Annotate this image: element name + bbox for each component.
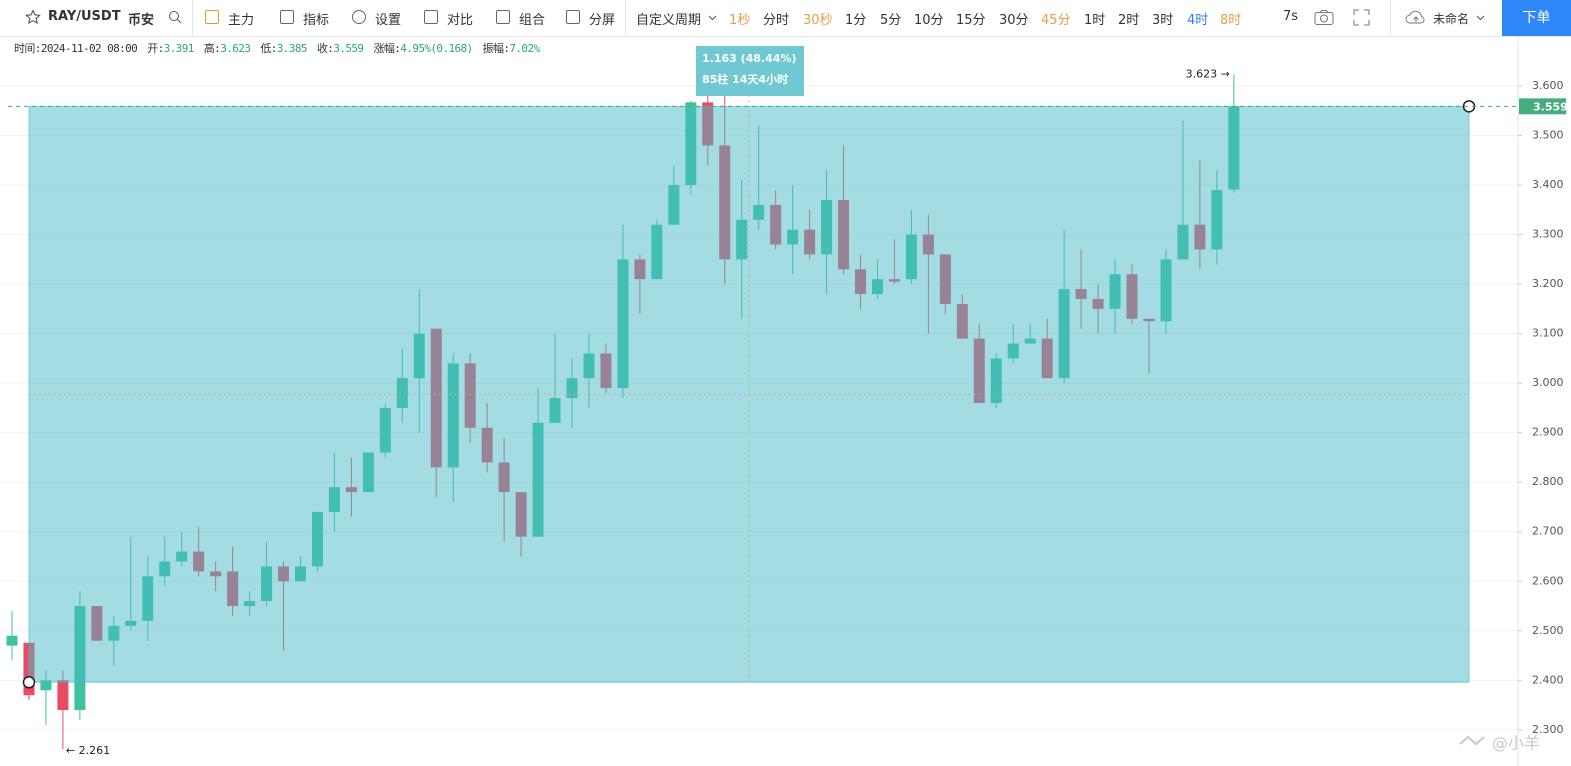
info-label: 时间: [14, 42, 41, 55]
layout-name[interactable]: 未命名 [1433, 12, 1470, 26]
high-label: 3.623 → [1186, 68, 1230, 81]
camera-icon[interactable] [1314, 9, 1334, 26]
y-tick-label: 3.600 [1532, 79, 1564, 92]
tool-icon [280, 10, 294, 24]
tool-icon [424, 10, 438, 24]
y-tick-label: 2.700 [1532, 525, 1564, 538]
y-tick-label: 3.100 [1532, 327, 1564, 340]
fullscreen-icon[interactable] [1353, 9, 1370, 26]
info-label: 开: [147, 42, 164, 55]
y-tick-label: 2.300 [1532, 723, 1564, 736]
symbol[interactable]: RAY/USDT [48, 9, 121, 24]
tool-icon [566, 10, 580, 24]
info-value: 7.02% [509, 42, 540, 55]
y-tick-label: 2.500 [1532, 624, 1564, 637]
period[interactable]: 5分 [880, 13, 902, 28]
y-tick-label: 2.800 [1532, 475, 1564, 488]
star-icon[interactable] [25, 9, 41, 25]
period[interactable]: 1时 [1084, 13, 1106, 28]
info-bar: 时间:2024-11-02 08:00 开:3.391 高:3.623 低:3.385… [14, 40, 550, 56]
measure-handle[interactable] [22, 676, 36, 689]
period[interactable]: 分时 [763, 13, 790, 28]
info-value: 3.391 [163, 42, 195, 55]
cloud-icon[interactable] [1405, 9, 1427, 26]
tool[interactable]: 主力 [228, 13, 255, 28]
y-tick-label: 3.300 [1532, 228, 1564, 241]
info-label: 振幅: [482, 42, 510, 55]
y-tick-label: 2.600 [1532, 574, 1564, 587]
y-tick-label: 2.900 [1532, 426, 1564, 439]
measure-tooltip [695, 46, 804, 96]
info-label: 低: [260, 42, 277, 55]
period[interactable]: 30秒 [803, 13, 833, 28]
chevron [1476, 15, 1485, 21]
last-price-label: 3.559 [1533, 100, 1568, 113]
y-tick-label: 3.200 [1532, 277, 1564, 290]
low-label: ← 2.261 [66, 744, 110, 757]
period[interactable]: 15分 [956, 13, 986, 28]
info-value: 3.385 [276, 42, 308, 55]
candle-body [40, 680, 52, 691]
period[interactable]: 10分 [914, 13, 944, 28]
tool-icon [352, 10, 366, 24]
info-label: 涨幅: [373, 42, 401, 55]
period[interactable]: 4时 [1187, 13, 1209, 28]
period[interactable]: 1分 [845, 13, 867, 28]
measure-bars: 85柱 14天4小时 [702, 72, 788, 86]
period[interactable]: 1秒 [729, 13, 751, 28]
toolbar: RAY/USDT 币安 自定义周期 7s 未命名 下单 主力 指标 设置 对比 组合 分屏… [0, 0, 1571, 37]
tool[interactable]: 对比 [447, 13, 474, 28]
period[interactable]: 45分 [1041, 13, 1071, 28]
period[interactable]: 30分 [999, 13, 1029, 28]
info-label: 高: [203, 42, 221, 55]
tool[interactable]: 组合 [519, 13, 546, 28]
last-price-tag [1519, 98, 1566, 115]
info-value: 4.95%(0.168) [400, 42, 473, 55]
y-tick-label: 3.400 [1532, 178, 1564, 191]
y-tick-label: 3.500 [1532, 129, 1564, 142]
info-value: 2024-11-02 08:00 [40, 42, 138, 55]
period[interactable]: 2时 [1118, 13, 1140, 28]
y-tick-label: 2.400 [1532, 673, 1564, 686]
tool[interactable]: 设置 [375, 13, 402, 28]
y-tick-label: 3.000 [1532, 376, 1564, 389]
exchange: 币安 [128, 13, 155, 28]
custom-period[interactable]: 自定义周期 [636, 13, 702, 28]
measure-change: 1.163 (48.44%) [702, 52, 797, 65]
period[interactable]: 8时 [1220, 13, 1242, 28]
watermark: @小羊 [1492, 734, 1540, 753]
info-label: 收: [316, 42, 334, 55]
watermark-logo [1459, 735, 1485, 746]
info-value: 3.559 [333, 42, 364, 55]
info-value: 3.623 [220, 42, 251, 55]
tool-icon [496, 10, 510, 24]
search-icon[interactable] [168, 10, 182, 24]
tool-icon [205, 10, 219, 24]
candle-body [6, 635, 18, 646]
tool[interactable]: 指标 [303, 13, 330, 28]
period[interactable]: 3时 [1152, 13, 1174, 28]
chevron [708, 15, 717, 21]
candle-body [57, 680, 69, 711]
order-button[interactable]: 下单 [1502, 0, 1571, 36]
tool[interactable]: 分屏 [589, 13, 616, 28]
refresh-interval[interactable]: 7s [1283, 9, 1299, 24]
